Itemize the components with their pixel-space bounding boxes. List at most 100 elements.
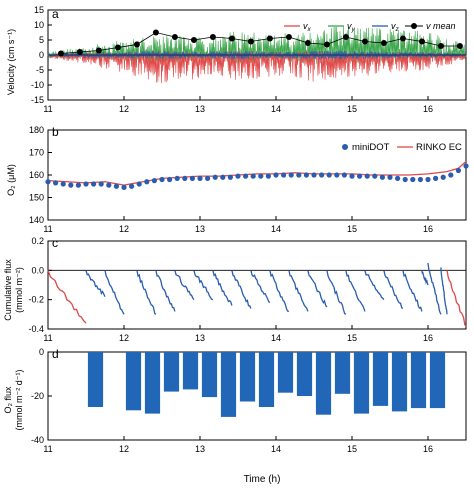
xlabel: Time (h) <box>244 474 281 485</box>
flux-bar <box>334 352 351 394</box>
x-tick-label: 14 <box>271 104 281 114</box>
minidot-point <box>174 175 180 181</box>
flux-bar <box>87 352 104 407</box>
svg-text:vy: vy <box>347 21 356 33</box>
legend-minidot-label: miniDOT <box>352 142 390 153</box>
y-tick-label: -5 <box>36 65 44 75</box>
flux-bar <box>429 352 446 409</box>
minidot-point <box>205 175 211 181</box>
v-mean-point <box>190 37 197 43</box>
flux-bar <box>315 352 332 415</box>
minidot-point <box>311 172 317 178</box>
minidot-point <box>448 172 454 178</box>
minidot-point <box>402 176 408 183</box>
series-vz-trace <box>47 50 467 60</box>
panel-label-b: b <box>52 125 59 139</box>
y-tick-label: 140 <box>29 215 44 225</box>
minidot-point <box>53 180 59 186</box>
x-tick-label: 16 <box>423 333 433 343</box>
minidot-point <box>265 173 271 179</box>
legend-vy-sub: y <box>351 26 356 33</box>
x-tick-label: 16 <box>423 444 433 454</box>
x-tick-label: 16 <box>423 104 433 114</box>
flux-bar <box>182 352 199 390</box>
legend-vz-sub: z <box>395 26 400 33</box>
flux-bar <box>258 352 275 407</box>
minidot-point <box>121 184 127 190</box>
minidot-point <box>395 175 401 181</box>
panel-label-a: a <box>52 7 59 21</box>
x-tick-label: 11 <box>43 444 52 454</box>
v-mean-point <box>361 38 368 45</box>
x-tick-label: 14 <box>271 333 281 343</box>
minidot-point <box>364 173 370 179</box>
x-tick-label: 16 <box>423 224 433 234</box>
legend-rinko-label: RINKO EC <box>416 142 462 153</box>
x-tick-label: 12 <box>119 333 129 343</box>
flux-bar <box>201 352 218 398</box>
cumulative-flux-segment <box>307 270 328 308</box>
minidot-point <box>433 175 439 181</box>
y-tick-label: 15 <box>34 5 44 15</box>
y-tick-label: 150 <box>29 193 44 203</box>
legend-vx-sub: x <box>307 26 312 33</box>
flux-bar <box>410 352 427 409</box>
cumulative-flux-segment <box>174 270 195 301</box>
minidot-point <box>60 181 66 187</box>
y-tick-label: 160 <box>29 170 44 180</box>
x-tick-label: 11 <box>43 224 52 234</box>
svg-text:vx: vx <box>303 21 312 33</box>
panel-label-d: d <box>52 347 59 361</box>
minidot-point <box>151 178 157 184</box>
cumulative-flux-segment <box>421 270 429 286</box>
x-tick-label: 15 <box>347 444 357 454</box>
flux-bar <box>125 352 142 411</box>
y-tick-label: 10 <box>34 20 44 30</box>
panel-c-cumulative-flux: 11 12 13 14 15 16 -0.4 -0.2 0.0 0.2 <box>28 236 467 343</box>
cumulative-flux-segment <box>383 270 404 310</box>
legend-vx-label: v <box>303 21 308 31</box>
minidot-point <box>250 173 256 179</box>
y-tick-label: -15 <box>31 95 44 105</box>
legend-minidot-marker <box>342 144 348 150</box>
cumulative-flux-segment <box>402 270 423 312</box>
v-mean-point <box>456 43 463 49</box>
flux-bar <box>277 352 294 393</box>
cumulative-flux-segment <box>269 270 290 313</box>
x-tick-label: 13 <box>195 444 205 454</box>
x-tick-label: 12 <box>119 444 129 454</box>
v-mean-point <box>285 34 292 40</box>
minidot-point <box>136 181 142 187</box>
minidot-point <box>341 172 347 178</box>
ylabel-b: O₂ (μM) <box>6 164 16 196</box>
minidot-point <box>319 172 325 178</box>
v-mean-point <box>209 34 216 40</box>
minidot-point <box>455 167 461 174</box>
legend-vz-label: v <box>391 21 396 31</box>
legend-vmean-label: v mean <box>426 21 456 31</box>
v-mean-point <box>247 38 254 45</box>
svg-text:vz: vz <box>391 21 400 33</box>
minidot-point <box>357 173 363 179</box>
y-tick-label: 5 <box>39 35 44 45</box>
x-tick-label: 13 <box>195 224 205 234</box>
minidot-point <box>113 183 119 189</box>
minidot-point <box>463 163 469 169</box>
plot-frame <box>47 240 467 330</box>
flux-bar <box>353 352 370 414</box>
y-tick-label: -40 <box>31 435 44 445</box>
minidot-point <box>159 176 165 183</box>
flux-bar <box>163 352 180 392</box>
minidot-point <box>98 181 104 187</box>
minidot-point <box>182 175 188 181</box>
flux-bar <box>144 352 161 414</box>
x-tick-label: 14 <box>271 444 281 454</box>
minidot-point <box>83 181 89 187</box>
legend-b: miniDOT RINKO EC <box>342 142 462 153</box>
minidot-point <box>288 172 294 178</box>
v-mean-point <box>342 34 349 40</box>
minidot-point <box>273 172 279 178</box>
y-tick-label: 0 <box>39 50 44 60</box>
minidot-point <box>303 172 309 178</box>
